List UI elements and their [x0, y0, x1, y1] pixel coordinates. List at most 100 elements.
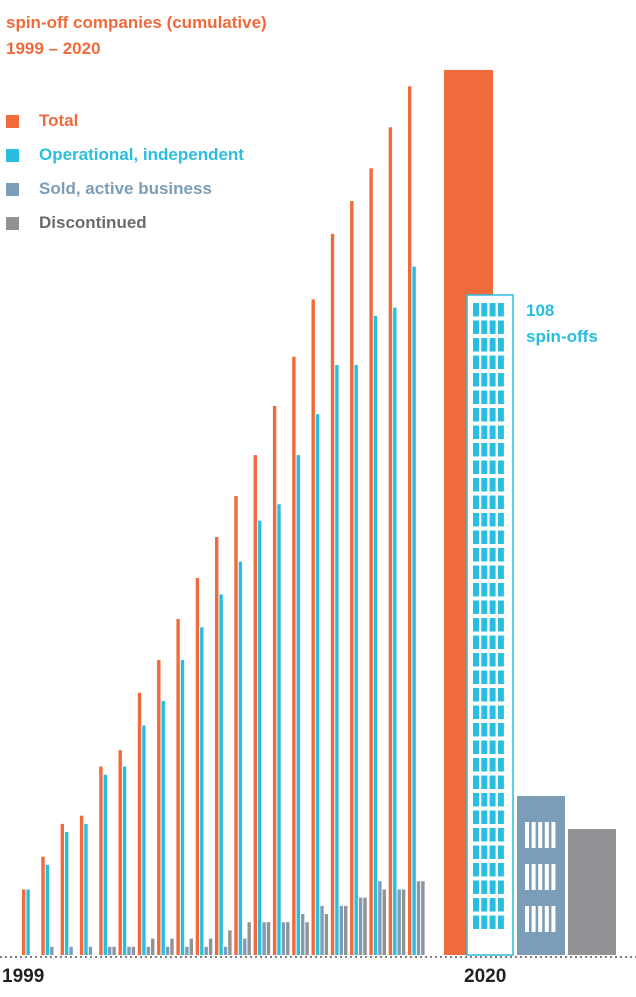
- building-window: [473, 670, 479, 684]
- building-window: [489, 408, 496, 422]
- operational-bar: [65, 832, 69, 955]
- operational-bar: [354, 364, 358, 956]
- sold-bar: [127, 946, 131, 955]
- legend-label: Operational, independent: [39, 145, 244, 164]
- operational-bar: [26, 889, 30, 955]
- building-window: [497, 758, 504, 772]
- discontinued-bar: [170, 938, 174, 955]
- discontinued-bar: [112, 946, 116, 955]
- building-window: [489, 530, 496, 544]
- sold-bar: [262, 922, 266, 955]
- building-window: [481, 653, 488, 667]
- legend-item-total: Total: [6, 104, 244, 138]
- building-window: [473, 810, 479, 824]
- building-window: [473, 600, 479, 614]
- building-window: [481, 723, 488, 737]
- operational-bar: [238, 561, 243, 955]
- building-window: [481, 810, 488, 824]
- total-bar: [311, 299, 315, 955]
- legend-label: Discontinued: [39, 213, 147, 232]
- discontinued-bar: [151, 938, 155, 955]
- building-window: [497, 670, 504, 684]
- building-window: [481, 618, 488, 632]
- discontinued-bar: [286, 922, 290, 955]
- building-window: [489, 373, 496, 387]
- discontinued-bar-2020: [568, 829, 616, 955]
- building-window: [551, 864, 556, 890]
- sold-bar: [50, 946, 54, 955]
- building-window: [489, 460, 496, 474]
- building-window: [497, 320, 504, 334]
- building-window: [497, 915, 504, 929]
- building-window: [473, 443, 479, 457]
- total-bar: [157, 659, 161, 955]
- sold-bar: [204, 946, 208, 955]
- building-window: [481, 303, 488, 317]
- building-window: [481, 548, 488, 562]
- sold-bar: [301, 914, 305, 955]
- discontinued-bar: [382, 889, 386, 955]
- building-window: [497, 303, 504, 317]
- building-group: [444, 69, 616, 956]
- building-window: [473, 705, 479, 719]
- building-window: [473, 460, 479, 474]
- building-window: [551, 822, 556, 848]
- building-window: [481, 408, 488, 422]
- total-bar: [137, 692, 142, 955]
- building-window: [489, 425, 496, 439]
- legend-item-operational: Operational, independent: [6, 138, 244, 172]
- building-window: [489, 915, 496, 929]
- sold-bar: [243, 938, 247, 955]
- building-window: [531, 906, 536, 932]
- building-window: [481, 863, 488, 877]
- operational-bar: [393, 307, 397, 956]
- building-window: [481, 845, 488, 859]
- total-bar: [215, 537, 219, 955]
- building-window: [497, 898, 504, 912]
- building-window: [473, 478, 479, 492]
- building-window: [538, 822, 543, 848]
- building-window: [497, 828, 504, 842]
- building-window: [481, 775, 488, 789]
- building-window: [497, 793, 504, 807]
- building-window: [497, 478, 504, 492]
- building-window: [473, 425, 479, 439]
- total-bar: [292, 356, 296, 955]
- legend: Total Operational, independent Sold, act…: [6, 104, 244, 240]
- discontinued-bar: [189, 938, 193, 955]
- building-window: [497, 338, 504, 352]
- building-window: [473, 548, 479, 562]
- building-window: [497, 880, 504, 894]
- building-window: [489, 443, 496, 457]
- building-window: [481, 320, 488, 334]
- sold-bar: [416, 881, 421, 955]
- building-window: [489, 653, 496, 667]
- building-window: [489, 670, 496, 684]
- operational-bar: [161, 700, 165, 955]
- building-window: [551, 906, 556, 932]
- building-window: [489, 828, 496, 842]
- building-window: [473, 688, 479, 702]
- discontinued-bar: [401, 889, 406, 955]
- building-window: [497, 688, 504, 702]
- discontinued-bar: [344, 905, 348, 955]
- building-window: [489, 758, 496, 772]
- building-window: [489, 355, 496, 369]
- building-window: [489, 565, 496, 579]
- building-window: [481, 740, 488, 754]
- operational-bar: [373, 315, 378, 955]
- title-line-2: 1999 – 2020: [6, 39, 101, 58]
- building-window: [497, 530, 504, 544]
- building-window: [497, 495, 504, 509]
- operational-bar: [180, 659, 185, 955]
- building-window: [473, 565, 479, 579]
- building-window: [473, 618, 479, 632]
- building-window: [473, 373, 479, 387]
- total-bar: [99, 766, 103, 955]
- building-window: [489, 688, 496, 702]
- operational-bar: [412, 266, 416, 955]
- building-window: [481, 635, 488, 649]
- building-window: [489, 548, 496, 562]
- building-window: [489, 740, 496, 754]
- building-window: [497, 565, 504, 579]
